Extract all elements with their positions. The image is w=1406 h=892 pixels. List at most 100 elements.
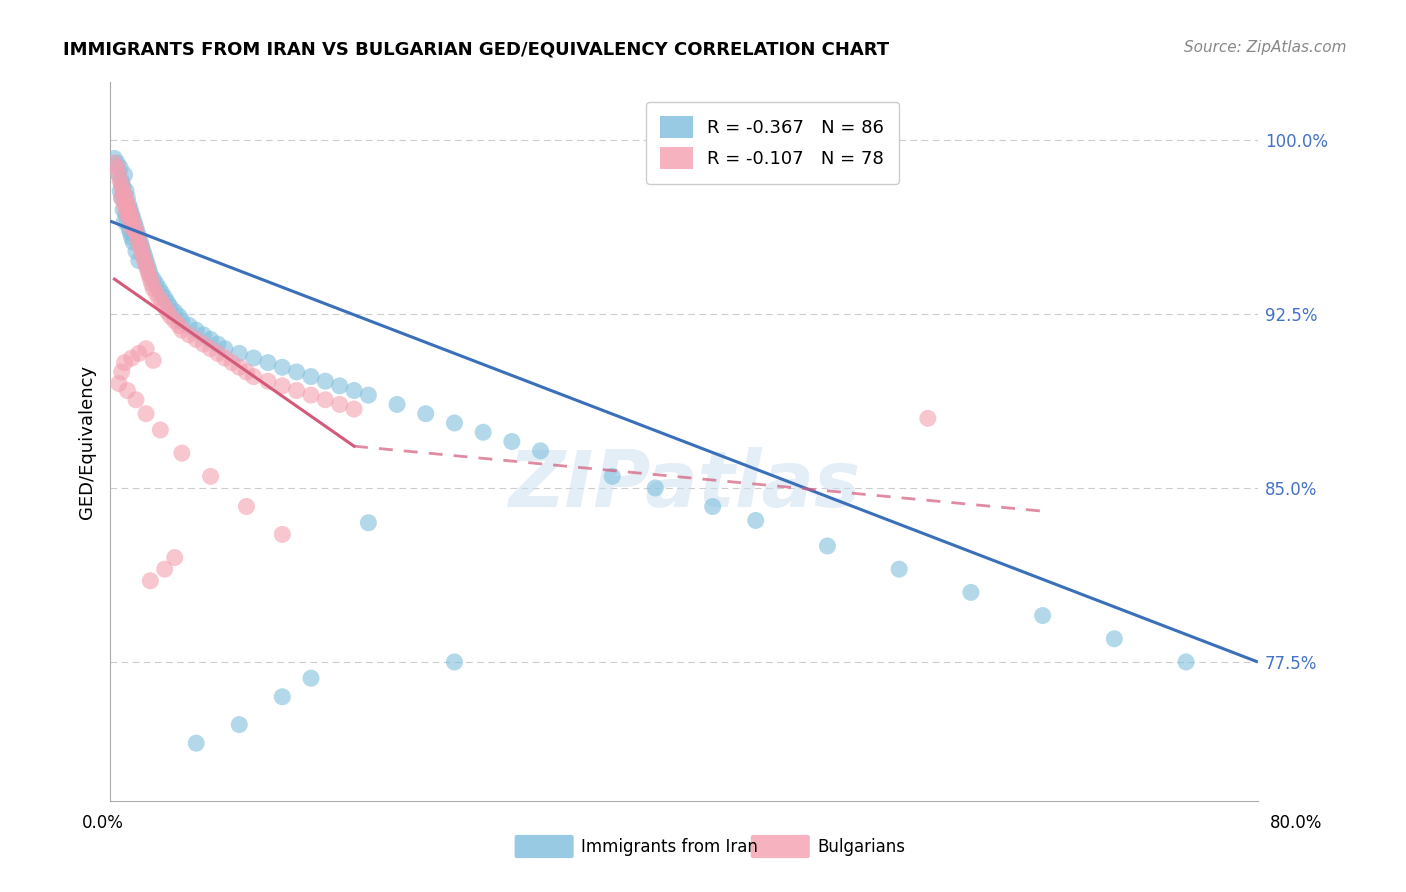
Point [117, 207, 139, 221]
Point [124, 216, 146, 230]
Point [271, 379, 294, 393]
Text: Bulgarians: Bulgarians [817, 838, 905, 855]
Point [299, 388, 322, 402]
Point [153, 300, 176, 314]
Point [131, 240, 153, 254]
Point [114, 191, 136, 205]
Point [167, 318, 190, 333]
Point [145, 277, 167, 291]
Point [128, 346, 150, 360]
Point [221, 356, 243, 370]
Point [228, 717, 250, 731]
Point [131, 244, 153, 259]
Point [235, 500, 257, 514]
Point [105, 161, 128, 175]
Point [127, 230, 149, 244]
Point [121, 351, 143, 365]
Point [117, 384, 139, 398]
Point [121, 211, 143, 226]
Point [744, 513, 766, 527]
Point [111, 365, 134, 379]
Point [156, 295, 179, 310]
Point [108, 161, 131, 175]
Point [385, 397, 408, 411]
Point [128, 235, 150, 249]
Point [111, 191, 134, 205]
Point [415, 407, 437, 421]
Point [314, 392, 336, 407]
Point [150, 295, 173, 310]
Point [121, 221, 143, 235]
Text: Source: ZipAtlas.com: Source: ZipAtlas.com [1184, 40, 1347, 55]
Point [917, 411, 939, 425]
Point [115, 193, 138, 207]
Point [122, 216, 145, 230]
Point [472, 425, 495, 440]
Point [135, 407, 157, 421]
Point [107, 376, 129, 391]
Point [644, 481, 666, 495]
Point [111, 191, 134, 205]
Point [343, 384, 366, 398]
Point [163, 304, 186, 318]
Point [135, 342, 157, 356]
Point [228, 360, 250, 375]
Point [138, 263, 160, 277]
Text: Immigrants from Iran: Immigrants from Iran [581, 838, 758, 855]
Point [1175, 655, 1198, 669]
Point [138, 268, 160, 282]
Point [125, 226, 148, 240]
Point [125, 392, 148, 407]
Point [142, 272, 165, 286]
Point [186, 736, 208, 750]
Point [118, 202, 141, 217]
Point [125, 221, 148, 235]
Point [145, 286, 167, 301]
Point [156, 304, 179, 318]
Point [186, 333, 208, 347]
Point [105, 156, 128, 170]
Point [134, 249, 156, 263]
Point [122, 211, 145, 226]
Point [118, 198, 141, 212]
Point [177, 327, 200, 342]
Point [135, 258, 157, 272]
Point [132, 249, 155, 263]
Point [139, 272, 162, 286]
Point [129, 240, 152, 254]
Point [242, 351, 264, 365]
Point [443, 655, 465, 669]
Point [271, 527, 294, 541]
Point [118, 211, 141, 226]
Point [136, 258, 159, 272]
Point [357, 516, 380, 530]
Point [170, 314, 193, 328]
Point [228, 346, 250, 360]
Point [117, 214, 139, 228]
Point [329, 397, 352, 411]
Point [128, 253, 150, 268]
Point [118, 221, 141, 235]
Point [170, 446, 193, 460]
Point [115, 207, 138, 221]
Point [121, 207, 143, 221]
Point [186, 323, 208, 337]
Point [443, 416, 465, 430]
Point [501, 434, 523, 449]
Point [112, 179, 135, 194]
Point [128, 230, 150, 244]
Point [127, 226, 149, 240]
Point [114, 356, 136, 370]
Point [107, 168, 129, 182]
Point [114, 214, 136, 228]
Point [214, 342, 236, 356]
Point [200, 333, 222, 347]
Point [163, 314, 186, 328]
Point [163, 550, 186, 565]
Point [271, 690, 294, 704]
Point [153, 291, 176, 305]
Point [132, 244, 155, 259]
Point [343, 402, 366, 417]
Point [108, 184, 131, 198]
Point [167, 310, 190, 324]
